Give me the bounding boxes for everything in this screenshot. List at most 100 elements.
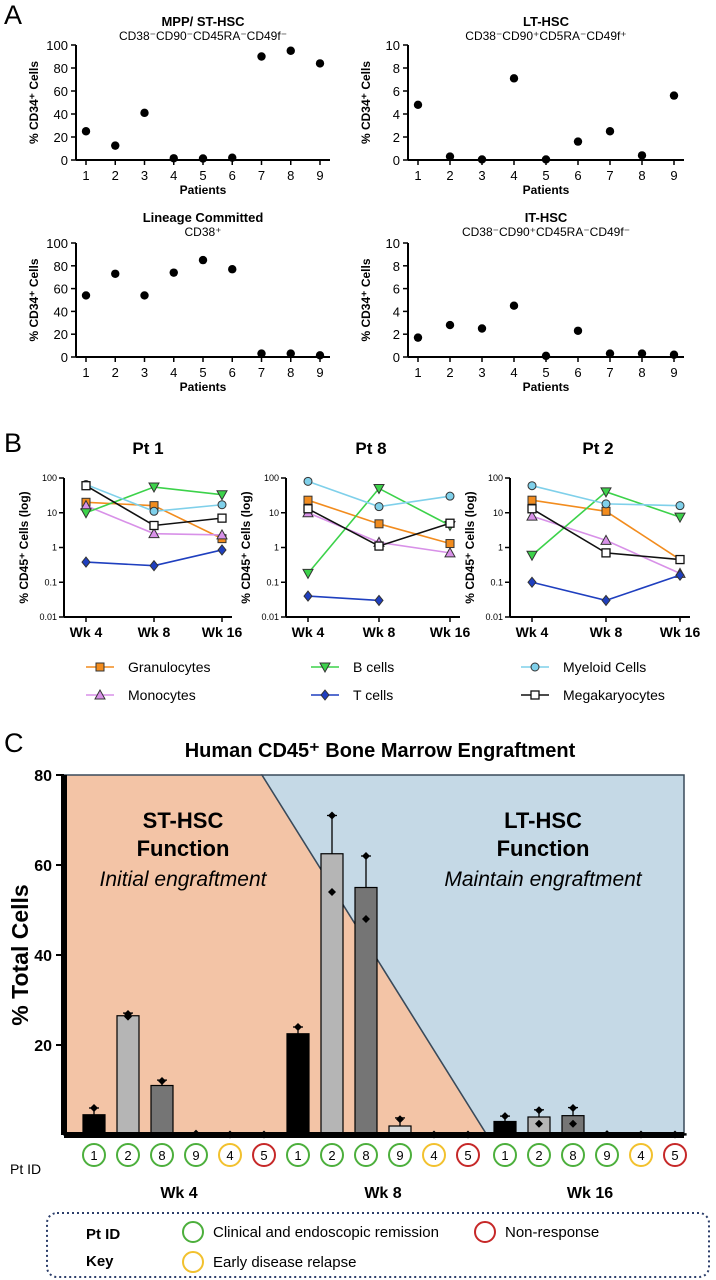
pt-id-circle: [388, 1143, 412, 1167]
y-tick-label: 100: [488, 473, 503, 483]
data-point: [81, 291, 91, 300]
key-entry: Clinical and endoscopic remission: [182, 1221, 439, 1243]
data-point: [111, 269, 120, 278]
group-label: Wk 16: [567, 1185, 613, 1202]
data-point: [315, 59, 325, 68]
data-point: [257, 52, 266, 61]
y-tick-label: 100: [46, 236, 68, 251]
x-tick-label: 1: [82, 168, 89, 183]
series-marker: [374, 594, 384, 607]
y-tick-label: 0.01: [261, 612, 279, 622]
x-tick-label: Wk 4: [516, 624, 549, 640]
y-tick-label: 10: [386, 236, 400, 251]
legend-marker: [320, 689, 330, 701]
pt-id-label: 1: [294, 1148, 301, 1163]
y-tick-label: 0: [61, 350, 68, 365]
chart-subtitle: CD38⁻CD90⁺CD5RA⁻CD49f⁺: [465, 29, 626, 43]
legend-marker: [319, 662, 331, 674]
y-tick-label: 100: [42, 473, 57, 483]
x-tick-label: 7: [258, 168, 265, 183]
legend-label: T cells: [353, 687, 393, 703]
series-marker: [149, 520, 159, 531]
y-tick-label: 20: [34, 1038, 52, 1055]
bar: [286, 1033, 310, 1136]
data-point: [541, 155, 551, 164]
y-tick-label: 4: [393, 304, 400, 319]
data-point: [477, 324, 487, 333]
series-marker: [303, 495, 313, 505]
series-marker: [303, 504, 313, 514]
pt-id-label: 4: [226, 1148, 233, 1163]
x-tick-label: 5: [542, 365, 549, 380]
panel-a: MPP/ ST-HSCCD38⁻CD90⁻CD45RA⁻CD49f⁻020406…: [27, 14, 684, 394]
series-marker: [80, 508, 92, 519]
y-tick-label: 40: [54, 304, 68, 319]
y-axis-label: % CD34⁺ Cells: [359, 61, 373, 144]
series-marker: [149, 506, 159, 516]
pt-id-circle: [629, 1143, 653, 1167]
data-point: [140, 291, 149, 300]
bar-group: 1 2 8 9 4 5 Wk 4: [82, 1009, 276, 1202]
x-tick-label: 4: [170, 365, 177, 380]
st-hsc-subtitle: Initial engraftment: [100, 868, 268, 891]
data-point: [573, 326, 583, 335]
bar-group: 1 2 8 9 4 5 Wk 16: [493, 1104, 687, 1202]
data-point: [413, 333, 423, 342]
legend-item: Granulocytes: [86, 659, 210, 675]
key-circle: [474, 1221, 496, 1243]
pt-id-label: 4: [637, 1148, 644, 1163]
legend-marker: [95, 662, 105, 672]
data-point: [477, 155, 487, 164]
pt-id-circle: [663, 1143, 687, 1167]
x-tick-label: 4: [510, 168, 517, 183]
y-axis-label: % Total Cells: [7, 884, 33, 1025]
data-point: [90, 1104, 98, 1112]
x-tick-label: 8: [638, 365, 645, 380]
group-label: Wk 4: [160, 1185, 197, 1202]
data-point: [535, 1106, 543, 1115]
panel-letter-b: B: [4, 428, 22, 458]
pt-id-circle: [422, 1143, 446, 1167]
data-point: [541, 351, 551, 361]
chart-subtitle: CD38⁺: [184, 225, 221, 239]
key-entry: Non-response: [474, 1221, 599, 1243]
x-tick-label: 5: [542, 168, 549, 183]
data-point: [228, 265, 237, 274]
panel-b-legend: Granulocytes Monocytes B cells T cells Myelo…: [86, 659, 665, 703]
x-tick-label: 8: [287, 168, 294, 183]
x-tick-label: 3: [478, 365, 485, 380]
y-tick-label: 0.01: [485, 612, 503, 622]
pt-id-label: 9: [396, 1148, 403, 1163]
data-point: [315, 351, 325, 360]
panel-letter-c: C: [4, 728, 24, 758]
series-marker: [303, 476, 313, 486]
chart-subtitle: CD38⁻CD90⁺CD45RA⁻CD49f⁻: [462, 225, 630, 239]
data-point: [396, 1115, 404, 1124]
y-tick-label: 10: [269, 508, 279, 518]
pt-id-label: 5: [671, 1148, 678, 1163]
data-point: [573, 137, 583, 146]
pt-id-label: 8: [362, 1148, 369, 1163]
x-tick-label: 2: [112, 168, 119, 183]
bar: [82, 1114, 106, 1136]
series-line: [307, 487, 451, 574]
y-tick-label: 1: [498, 543, 503, 553]
x-tick-label: Wk 8: [590, 624, 623, 640]
y-tick-label: 10: [47, 508, 57, 518]
key-label: Non-response: [505, 1224, 599, 1241]
pt-id-circle: [218, 1143, 242, 1167]
y-tick-label: 8: [393, 61, 400, 76]
series-marker: [373, 483, 385, 495]
data-point: [81, 127, 91, 136]
key-entry: Early disease relapse: [182, 1251, 356, 1273]
series-marker: [526, 550, 538, 562]
data-point: [445, 152, 455, 161]
y-axis-label: % CD45⁺ Cells (log): [17, 491, 31, 603]
x-tick-label: Wk 8: [363, 624, 396, 640]
chart-subtitle: CD38⁻CD90⁻CD45RA⁻CD49f⁻: [119, 29, 287, 43]
series-marker: [216, 528, 228, 540]
